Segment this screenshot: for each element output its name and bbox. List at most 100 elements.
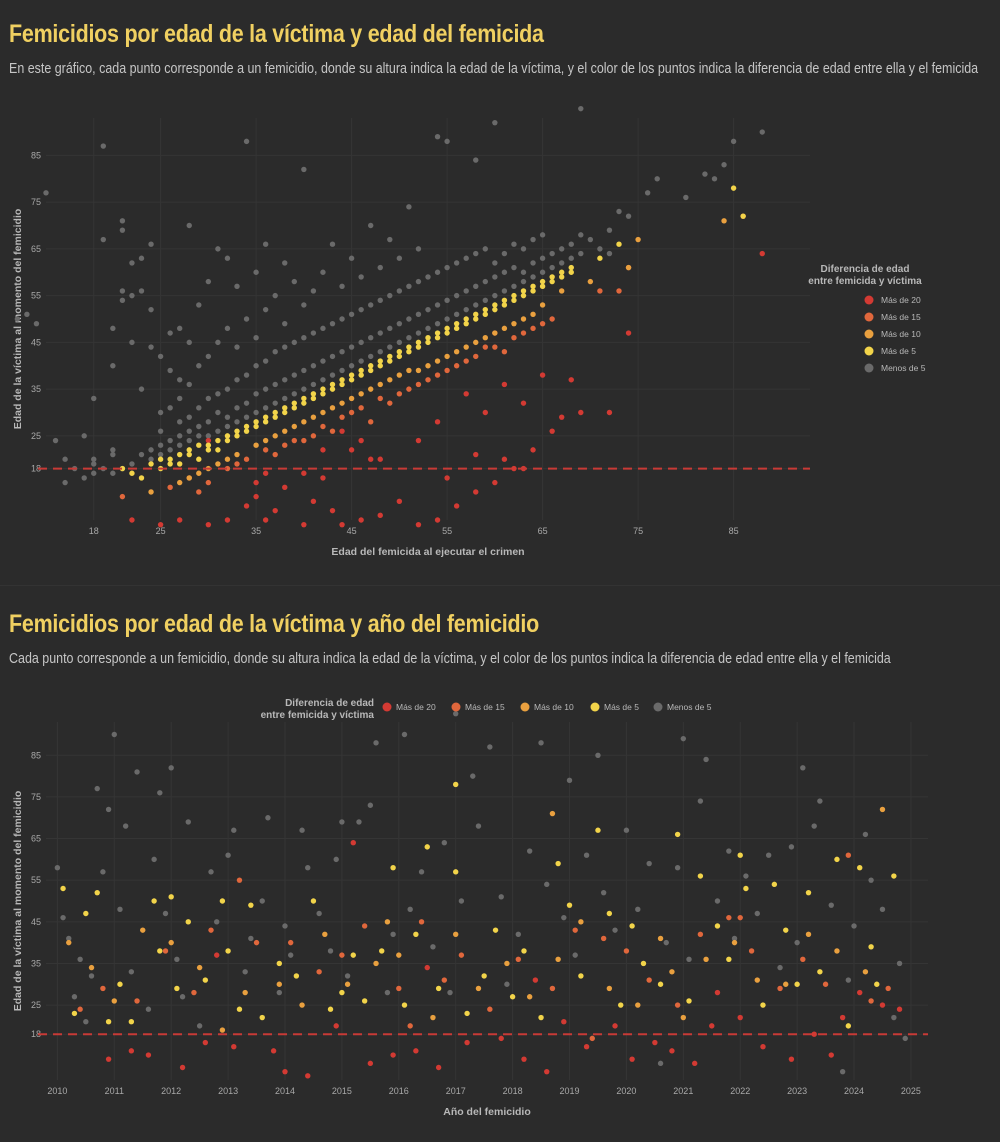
data-point [539, 232, 546, 238]
data-point [430, 944, 436, 950]
data-point [511, 297, 517, 304]
data-point [453, 320, 460, 327]
data-point [329, 386, 336, 392]
data-point [348, 372, 355, 378]
data-point [168, 939, 174, 946]
data-point [415, 330, 422, 336]
data-point [208, 927, 214, 933]
data-point [243, 423, 250, 430]
data-point [224, 517, 231, 523]
legend-label: Más de 20 [396, 702, 436, 712]
legend-swatch [864, 363, 874, 373]
x-tick-label: 2022 [730, 1086, 750, 1096]
data-point [177, 451, 183, 458]
data-point [368, 367, 374, 374]
data-point [441, 977, 448, 983]
data-point [291, 339, 297, 346]
data-point [520, 316, 527, 322]
data-point [530, 283, 536, 289]
data-point [310, 391, 317, 397]
data-point [817, 798, 823, 804]
data-point [291, 372, 297, 378]
data-point [492, 306, 498, 313]
data-point [282, 344, 288, 350]
data-point [253, 409, 259, 416]
data-point [77, 1006, 83, 1012]
data-point [482, 311, 488, 318]
data-point [148, 461, 154, 467]
data-point [205, 437, 212, 444]
data-point [167, 437, 173, 444]
data-point [539, 255, 546, 261]
data-point [253, 334, 259, 341]
data-point [138, 386, 145, 392]
data-point [128, 969, 135, 975]
data-point [726, 848, 732, 854]
data-point [415, 381, 422, 388]
y-tick-label: 85 [31, 150, 41, 160]
x-tick-label: 2011 [105, 1086, 124, 1096]
data-point [396, 498, 403, 505]
data-point [568, 241, 574, 247]
data-point [839, 1068, 846, 1075]
data-point [88, 964, 95, 971]
data-point [657, 1060, 664, 1067]
data-point [215, 461, 221, 467]
data-point [186, 339, 192, 346]
data-point [236, 1006, 243, 1012]
data-point [396, 288, 403, 294]
data-point [657, 981, 664, 987]
data-point [482, 344, 488, 350]
data-point [157, 428, 164, 434]
y-tick-label: 75 [31, 792, 41, 802]
data-point [501, 297, 508, 304]
x-tick-label: 2019 [559, 1086, 579, 1096]
data-point [589, 1035, 595, 1042]
data-point [276, 981, 283, 987]
data-point [482, 334, 488, 341]
data-point [373, 740, 379, 746]
data-point [406, 349, 412, 355]
data-point [559, 288, 565, 294]
data-point [54, 864, 61, 871]
data-point [453, 363, 460, 369]
data-point [234, 451, 240, 458]
data-point [148, 241, 154, 247]
data-point [434, 419, 441, 425]
data-point [167, 367, 173, 374]
data-point [145, 1006, 152, 1012]
data-point [654, 176, 660, 182]
data-point [879, 806, 886, 813]
data-point [539, 278, 546, 285]
data-point [444, 316, 450, 322]
data-point [253, 419, 259, 425]
legend-label: Más de 20 [881, 295, 921, 305]
data-point [282, 395, 288, 402]
data-point [262, 241, 269, 247]
data-point [600, 935, 607, 942]
data-point [186, 222, 192, 229]
x-tick-label: 2012 [161, 1086, 181, 1096]
data-point [530, 236, 536, 243]
x-tick-label: 85 [729, 526, 739, 536]
data-point [777, 964, 783, 971]
data-point [333, 856, 339, 863]
data-point [167, 330, 173, 336]
data-point [259, 898, 265, 904]
data-point [625, 213, 632, 219]
x-tick-label: 75 [633, 526, 643, 536]
data-point [111, 731, 117, 738]
data-point [532, 977, 539, 983]
data-point [259, 1014, 265, 1021]
data-point [243, 428, 250, 434]
data-point [224, 414, 231, 420]
chart-title: Femicidios por edad de la víctima y año … [9, 610, 539, 638]
data-point [868, 877, 874, 883]
data-point [434, 330, 441, 336]
data-point [348, 447, 355, 453]
data-point [822, 981, 829, 987]
data-point [418, 919, 425, 925]
data-point [272, 292, 278, 299]
x-tick-label: 2020 [616, 1086, 636, 1096]
legend-label: Más de 10 [881, 329, 921, 339]
